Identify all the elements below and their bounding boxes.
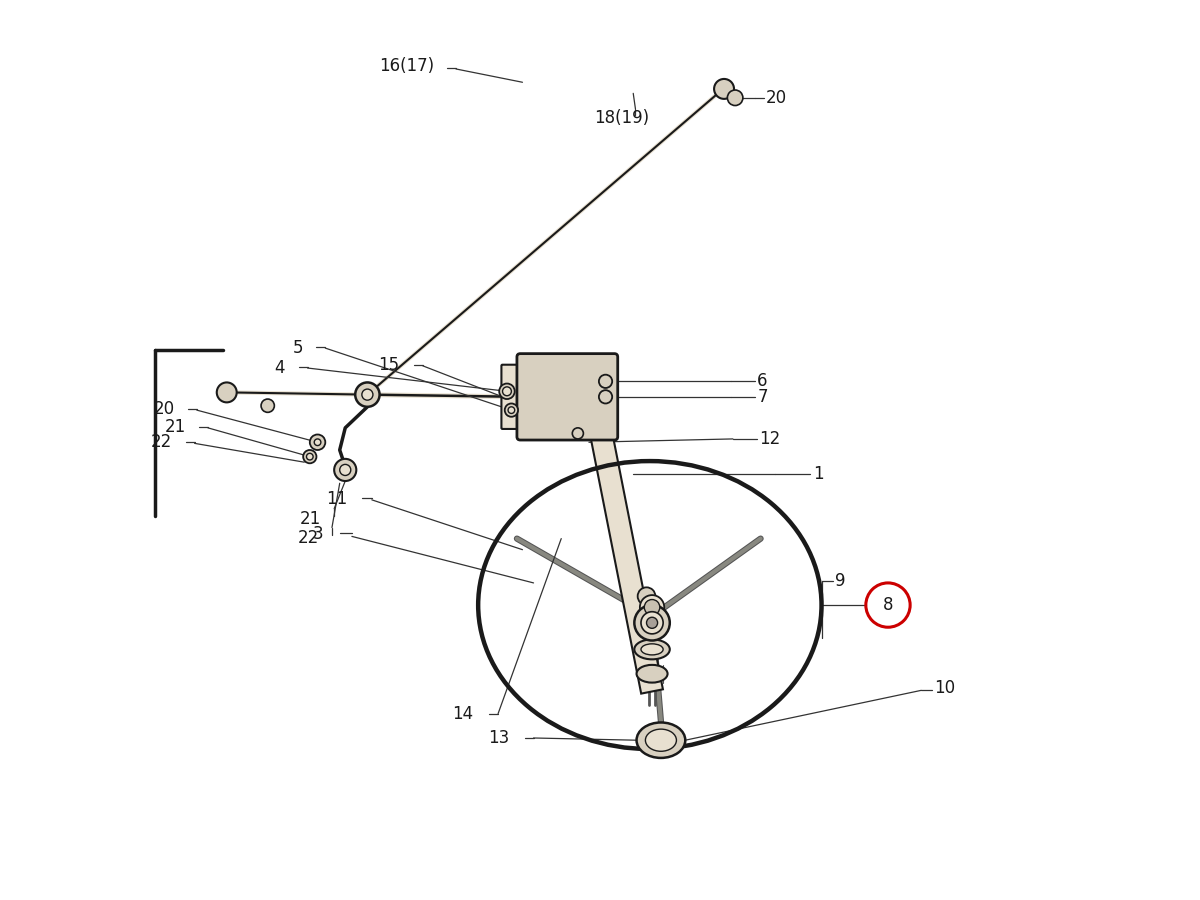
Circle shape	[262, 399, 275, 412]
Circle shape	[599, 391, 612, 403]
Text: 3: 3	[312, 526, 323, 544]
Circle shape	[304, 450, 317, 464]
Circle shape	[505, 403, 518, 417]
Circle shape	[599, 374, 612, 388]
Text: 12: 12	[760, 430, 781, 448]
Ellipse shape	[641, 644, 664, 655]
Ellipse shape	[635, 639, 670, 660]
Text: 13: 13	[488, 729, 509, 747]
Circle shape	[640, 595, 665, 619]
Text: 21: 21	[300, 509, 320, 527]
Circle shape	[499, 383, 515, 399]
Text: 6: 6	[757, 373, 768, 391]
Circle shape	[217, 382, 236, 402]
Circle shape	[714, 79, 734, 99]
Text: 1: 1	[812, 465, 823, 483]
FancyBboxPatch shape	[517, 354, 618, 440]
Circle shape	[508, 407, 515, 413]
Text: 20: 20	[154, 400, 175, 418]
Text: 15: 15	[378, 356, 400, 373]
Text: 11: 11	[326, 490, 348, 508]
Circle shape	[334, 459, 356, 481]
Circle shape	[503, 387, 511, 396]
Circle shape	[355, 382, 379, 407]
Text: 8: 8	[883, 596, 893, 614]
Text: 2: 2	[556, 361, 566, 379]
Text: 16(17): 16(17)	[379, 57, 434, 75]
Text: 21: 21	[164, 418, 186, 436]
Text: 22: 22	[298, 528, 319, 546]
Text: 4: 4	[274, 359, 284, 377]
Circle shape	[727, 90, 743, 105]
Ellipse shape	[636, 723, 685, 758]
Polygon shape	[589, 426, 662, 694]
Circle shape	[647, 617, 658, 628]
Text: 20: 20	[766, 89, 787, 107]
Circle shape	[306, 454, 313, 460]
Circle shape	[314, 439, 320, 446]
Text: 10: 10	[935, 680, 955, 698]
Ellipse shape	[636, 665, 667, 682]
Text: 22: 22	[151, 433, 173, 451]
Text: 7: 7	[757, 388, 768, 406]
Text: 5: 5	[293, 339, 304, 357]
Circle shape	[644, 599, 660, 615]
Circle shape	[362, 389, 373, 400]
Ellipse shape	[646, 729, 677, 751]
Circle shape	[635, 605, 670, 641]
Circle shape	[572, 428, 583, 439]
Text: 18(19): 18(19)	[594, 109, 649, 127]
FancyBboxPatch shape	[502, 364, 521, 429]
Circle shape	[641, 612, 664, 634]
Circle shape	[340, 464, 350, 475]
Circle shape	[637, 588, 655, 605]
Text: 9: 9	[835, 572, 845, 590]
Text: 14: 14	[452, 705, 474, 723]
Circle shape	[310, 435, 325, 450]
